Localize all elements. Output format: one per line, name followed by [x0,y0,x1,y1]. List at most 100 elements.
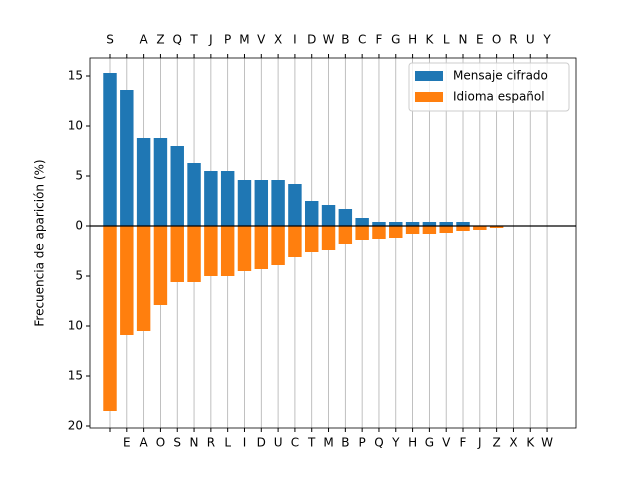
bar [136,226,151,331]
bar [439,226,453,233]
x-top-tick-label: K [425,33,434,47]
x-top-tick-label: S [106,33,114,47]
x-top-tick-label: J [208,33,213,47]
x-top-tick-label: X [274,33,282,47]
bar [187,226,201,282]
x-top-tick-label: F [376,33,383,47]
x-top-tick-label: E [476,33,484,47]
bar [220,226,235,276]
x-top-tick-label: T [189,33,198,47]
y-tick-label: 5 [75,269,83,283]
x-tick-label: J [477,436,482,450]
x-top-tick-label: O [492,33,501,47]
x-tick-label: S [173,436,181,450]
legend-label: Idioma español [453,90,545,104]
x-tick-label: D [257,436,266,450]
x-tick-label: K [526,436,535,450]
x-tick-label: R [207,436,215,450]
bar [372,222,386,226]
bar [321,226,336,250]
x-tick-label: F [460,436,467,450]
x-top-tick-label: Z [156,33,164,47]
bar [321,205,336,226]
y-tick-label: 15 [68,369,83,383]
bar [120,90,134,226]
bar [136,138,151,226]
bar [237,226,252,271]
bar [304,226,319,252]
bar [153,138,168,226]
bar [372,226,386,239]
legend-swatch [415,92,443,102]
bar [220,171,235,226]
x-tick-label: W [541,436,553,450]
bar [338,209,353,226]
bar [422,226,437,234]
plot-frame [89,57,577,429]
bar [456,222,470,226]
x-tick-label: G [425,436,434,450]
x-tick-label: C [291,436,299,450]
bar [389,226,403,238]
x-top-tick-label: A [140,33,149,47]
x-tick-label: I [243,436,247,450]
bar [439,222,453,226]
bar [489,226,504,228]
x-top-tick-label: Q [173,33,182,47]
x-top-tick-label: U [526,33,535,47]
x-tick-label: Z [493,436,501,450]
bar [288,184,302,226]
x-tick-label: L [224,436,231,450]
x-tick-label: E [123,436,131,450]
x-tick-label: T [307,436,316,450]
x-tick-label: H [408,436,417,450]
x-top-tick-label: W [323,33,335,47]
bar [405,222,420,226]
legend-label: Mensaje cifrado [453,69,548,83]
bar [254,180,269,226]
x-top-tick-label: B [341,33,349,47]
bar [304,201,319,226]
bar [338,226,353,244]
y-axis-label: Frecuencia de aparición (%) [33,159,47,326]
bar [456,226,470,231]
bar [355,218,369,226]
x-tick-label: A [140,436,149,450]
bar [237,180,252,226]
x-top-tick-label: N [459,33,468,47]
bar [170,226,184,282]
x-tick-label: M [323,436,333,450]
x-tick-label: V [442,436,451,450]
x-tick-label: B [341,436,349,450]
bar [204,171,218,226]
x-top-tick-label: V [257,33,266,47]
bar [170,146,184,226]
x-tick-label: P [359,436,366,450]
x-tick-label: U [274,436,283,450]
x-tick-label: O [156,436,165,450]
x-tick-label: N [190,436,199,450]
x-top-tick-label: L [443,33,450,47]
x-top-tick-label: Y [542,33,551,47]
x-top-tick-label: D [307,33,316,47]
x-top-tick-label: H [408,33,417,47]
bar [103,73,117,226]
x-tick-label: X [509,436,517,450]
y-tick-label: 10 [68,319,83,333]
x-top-tick-label: P [224,33,231,47]
bar [473,226,487,230]
bar [187,163,201,226]
y-tick-label: 0 [75,219,83,233]
bar [103,226,117,411]
x-top-tick-label: C [358,33,366,47]
y-tick-label: 15 [68,69,83,83]
y-tick-label: 20 [68,419,83,433]
bar [271,180,285,226]
x-tick-label: Q [374,436,383,450]
x-top-tick-label: R [509,33,517,47]
bar [422,222,437,226]
bar [120,226,134,335]
legend-swatch [415,71,443,81]
y-tick-label: 10 [68,119,83,133]
